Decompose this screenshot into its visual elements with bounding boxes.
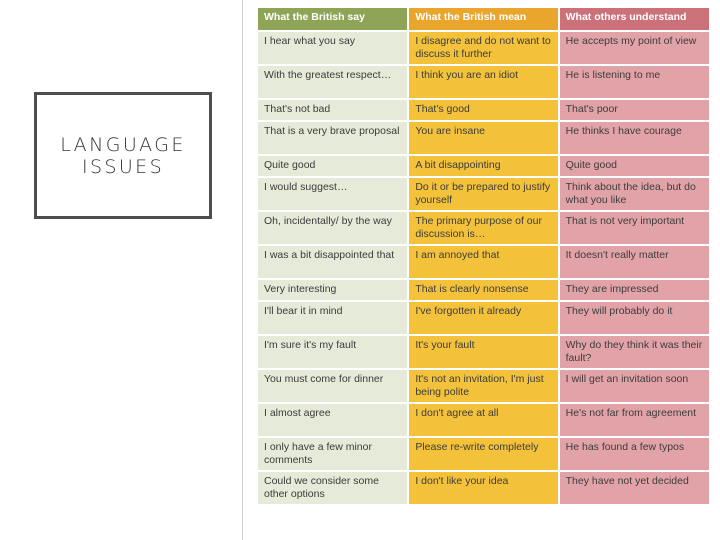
table-row: I only have a few minor comments Please r…: [258, 438, 709, 470]
table-row: Oh, incidentally/ by the way The primary …: [258, 212, 709, 244]
others-understand-cell: He's not far from agreement: [559, 404, 709, 436]
table-row: That's not bad That's good That's poor: [258, 100, 709, 120]
british-say-cell: You must come for dinner: [258, 370, 408, 402]
british-mean-cell: The primary purpose of our discussion is…: [409, 212, 558, 244]
others-understand-cell: He is listening to me: [559, 66, 709, 98]
table-row: Could we consider some other options I do…: [258, 472, 709, 504]
others-understand-cell: He accepts my point of view: [559, 32, 709, 64]
british-mean-cell: Do it or be prepared to justify yourself: [409, 178, 558, 210]
table-row: I hear what you say I disagree and do not…: [258, 32, 709, 64]
slide-title-line-1: LANGUAGE: [60, 133, 186, 156]
divider-line: [242, 0, 243, 540]
british-mean-cell: That is clearly nonsense: [409, 280, 558, 300]
table-row: I would suggest… Do it or be prepared to …: [258, 178, 709, 210]
table-row: That is a very brave proposal You are ins…: [258, 122, 709, 154]
british-say-cell: I was a bit disappointed that: [258, 246, 408, 278]
others-understand-cell: They have not yet decided: [559, 472, 709, 504]
table-row: I'm sure it's my fault It's your fault Why…: [258, 336, 709, 368]
british-mean-cell: I've forgotten it already: [409, 302, 558, 334]
british-mean-cell: I don't like your idea: [409, 472, 558, 504]
british-mean-cell: I don't agree at all: [409, 404, 558, 436]
table-row: I'll bear it in mind I've forgotten it al…: [258, 302, 709, 334]
british-say-cell: I'll bear it in mind: [258, 302, 408, 334]
slide-title-box: LANGUAGE ISSUES: [34, 92, 212, 219]
british-mean-cell: Please re-write completely: [409, 438, 558, 470]
header-what-others-understand: What others understand: [559, 8, 709, 30]
table-row: Very interesting That is clearly nonsense…: [258, 280, 709, 300]
others-understand-cell: They are impressed: [559, 280, 709, 300]
others-understand-cell: That's poor: [559, 100, 709, 120]
table-row: You must come for dinner It's not an invi…: [258, 370, 709, 402]
british-say-cell: I would suggest…: [258, 178, 408, 210]
table-row: With the greatest respect… I think you ar…: [258, 66, 709, 98]
phrase-table: What the British say What the British me…: [256, 6, 711, 506]
others-understand-cell: Quite good: [559, 156, 709, 176]
british-say-cell: Quite good: [258, 156, 408, 176]
slide-title-line-2: ISSUES: [81, 155, 165, 178]
others-understand-cell: I will get an invitation soon: [559, 370, 709, 402]
others-understand-cell: That is not very important: [559, 212, 709, 244]
british-mean-cell: You are insane: [409, 122, 558, 154]
british-mean-cell: I disagree and do not want to discuss it…: [409, 32, 558, 64]
british-say-cell: That is a very brave proposal: [258, 122, 408, 154]
header-what-british-say: What the British say: [258, 8, 408, 30]
british-mean-cell: I am annoyed that: [409, 246, 558, 278]
british-say-cell: I hear what you say: [258, 32, 408, 64]
header-what-british-mean: What the British mean: [409, 8, 558, 30]
british-say-cell: I almost agree: [258, 404, 408, 436]
others-understand-cell: He has found a few typos: [559, 438, 709, 470]
british-say-cell: Oh, incidentally/ by the way: [258, 212, 408, 244]
british-mean-cell: It's not an invitation, I'm just being p…: [409, 370, 558, 402]
british-say-cell: I'm sure it's my fault: [258, 336, 408, 368]
british-say-cell: That's not bad: [258, 100, 408, 120]
others-understand-cell: He thinks I have courage: [559, 122, 709, 154]
british-mean-cell: That's good: [409, 100, 558, 120]
table-header-row: What the British say What the British me…: [258, 8, 709, 30]
others-understand-cell: Why do they think it was their fault?: [559, 336, 709, 368]
british-mean-cell: A bit disappointing: [409, 156, 558, 176]
british-say-cell: With the greatest respect…: [258, 66, 408, 98]
british-mean-cell: It's your fault: [409, 336, 558, 368]
others-understand-cell: Think about the idea, but do what you li…: [559, 178, 709, 210]
british-say-cell: I only have a few minor comments: [258, 438, 408, 470]
others-understand-cell: They will probably do it: [559, 302, 709, 334]
british-mean-cell: I think you are an idiot: [409, 66, 558, 98]
british-say-cell: Very interesting: [258, 280, 408, 300]
table-row: I was a bit disappointed that I am annoye…: [258, 246, 709, 278]
phrase-table-image: What the British say What the British me…: [258, 8, 713, 504]
table-row: I almost agree I don't agree at all He's n…: [258, 404, 709, 436]
table-row: Quite good A bit disappointing Quite good: [258, 156, 709, 176]
others-understand-cell: It doesn't really matter: [559, 246, 709, 278]
british-say-cell: Could we consider some other options: [258, 472, 408, 504]
